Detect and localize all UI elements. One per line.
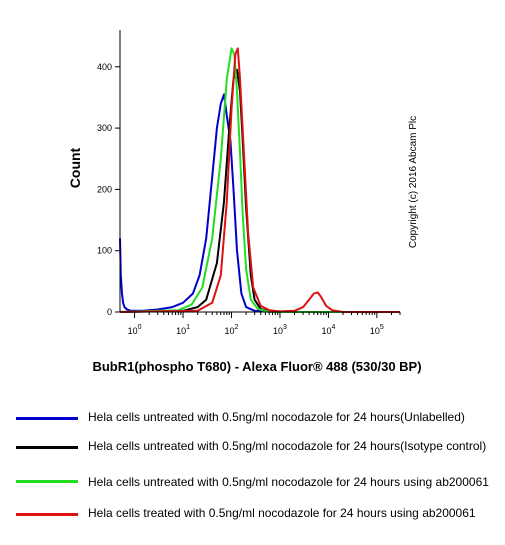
series-layer xyxy=(119,47,400,313)
series-line xyxy=(119,68,400,313)
y-axis-label: Count xyxy=(67,147,83,188)
legend-swatch xyxy=(16,480,78,483)
x-tick-label: 101 xyxy=(176,324,190,336)
series-line xyxy=(119,47,400,313)
x-ticks: 100 101 102 103 104 105 xyxy=(128,312,401,336)
series-line xyxy=(119,47,400,313)
legend-label: Hela cells treated with 0.5ng/ml nocodaz… xyxy=(88,506,476,520)
x-tick-label: 100 xyxy=(128,324,142,336)
x-tick-label: 102 xyxy=(225,324,239,336)
y-tick-label: 200 xyxy=(97,184,112,194)
x-axis-label: BubR1(phospho T680) - Alexa Fluor® 488 (… xyxy=(92,359,421,374)
legend-swatch xyxy=(16,417,78,420)
x-tick-label: 104 xyxy=(321,324,335,336)
copyright-annotation: Copyright (c) 2016 Abcam Plc xyxy=(408,116,419,248)
legend-swatch xyxy=(16,513,78,516)
series-line xyxy=(119,93,400,313)
x-tick-label: 105 xyxy=(370,324,384,336)
histogram-chart: 0 100 200 300 400 100 101 102 103 104 105 Count B… xyxy=(67,30,422,374)
y-tick-label: 400 xyxy=(97,62,112,72)
x-tick-label: 103 xyxy=(273,324,287,336)
y-ticks: 0 100 200 300 400 xyxy=(97,62,120,317)
legend-label: Hela cells untreated with 0.5ng/ml nocod… xyxy=(88,439,487,453)
legend-swatch xyxy=(16,446,78,449)
legend-label: Hela cells untreated with 0.5ng/ml nocod… xyxy=(88,475,489,489)
y-tick-label: 0 xyxy=(107,307,112,317)
y-tick-label: 300 xyxy=(97,123,112,133)
y-tick-label: 100 xyxy=(97,246,112,256)
legend-label: Hela cells untreated with 0.5ng/ml nocod… xyxy=(88,410,465,424)
